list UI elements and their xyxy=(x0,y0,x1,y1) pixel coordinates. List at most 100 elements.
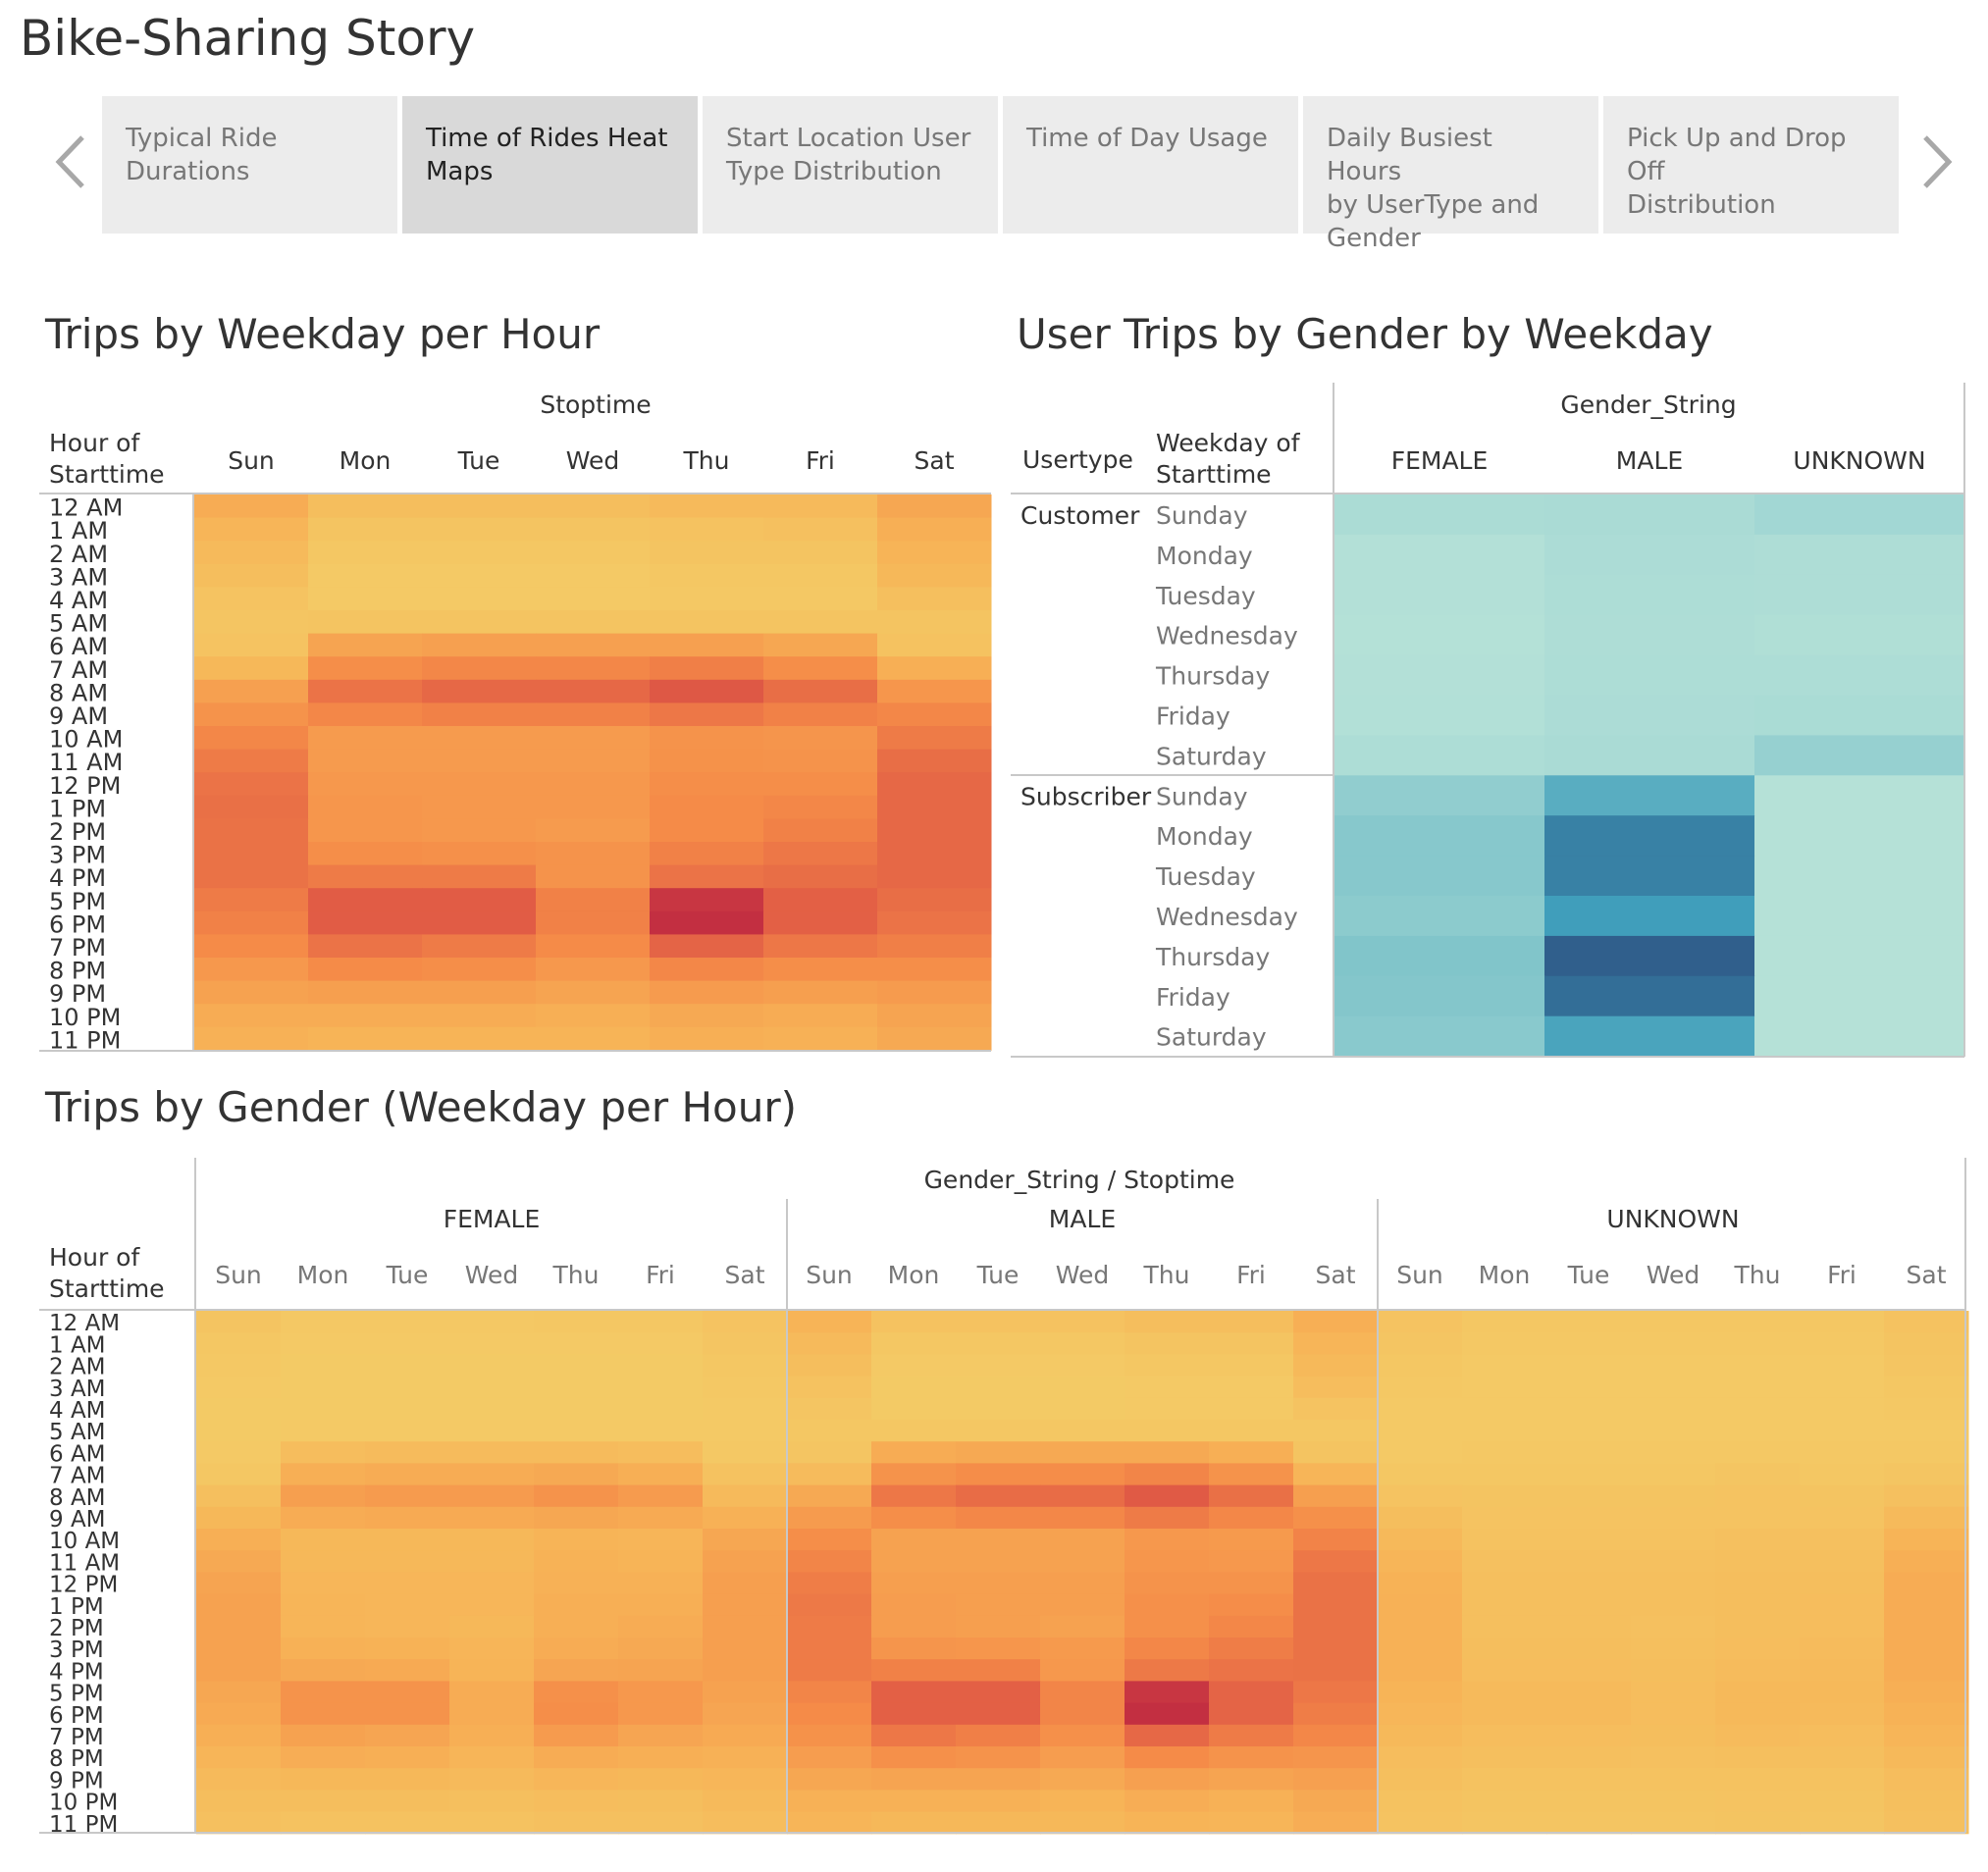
heatmap-cell xyxy=(618,1615,704,1638)
heatmap-cell xyxy=(1378,1638,1463,1660)
heatmap-cell xyxy=(1754,775,1965,816)
heatmap-cell xyxy=(956,1572,1041,1595)
heatmap-cell xyxy=(1040,1420,1125,1442)
heatmap-cell xyxy=(534,1376,619,1399)
heatmap-cell xyxy=(449,1311,535,1333)
heatmap-cell xyxy=(1293,1311,1379,1333)
heatmap-cell xyxy=(1884,1811,1969,1835)
heatmap-cell xyxy=(1884,1790,1969,1813)
heatmap-cell xyxy=(650,563,764,588)
y-tick-label: 2 AM xyxy=(49,1355,106,1380)
heatmap-cell xyxy=(536,726,651,751)
heatmap-cell xyxy=(194,587,309,611)
heatmap-cell xyxy=(618,1724,704,1747)
heatmap-cell xyxy=(1378,1354,1463,1378)
heatmap-cell xyxy=(763,587,878,611)
next-story-point-button[interactable] xyxy=(1911,128,1961,196)
heatmap-cell xyxy=(281,1615,366,1638)
story-tab-5[interactable]: Daily Busiest Hours by UserType and Gender xyxy=(1303,96,1598,253)
heatmap-cell xyxy=(650,749,764,773)
heatmap-cell xyxy=(1209,1550,1294,1573)
chevron-left-icon xyxy=(55,135,84,188)
heatmap-cell xyxy=(1884,1550,1969,1573)
y-tick-label: 7 PM xyxy=(49,1725,104,1750)
heatmap-cell xyxy=(703,1506,788,1530)
heatmap-cell xyxy=(763,910,878,935)
heatmap-cell xyxy=(1800,1354,1885,1378)
heatmap-cell xyxy=(618,1529,704,1551)
heatmap-cell xyxy=(877,772,992,797)
heatmap-cell xyxy=(1800,1659,1885,1682)
heatmap-cell xyxy=(1334,574,1545,616)
heatmap-cell xyxy=(1715,1746,1801,1769)
heatmap-cell xyxy=(1462,1441,1547,1464)
heatmap-cell xyxy=(1754,975,1965,1017)
story-tab-1[interactable]: Typical Ride Durations xyxy=(102,96,397,234)
heatmap-cell xyxy=(1209,1615,1294,1638)
heatmap-cell xyxy=(1378,1593,1463,1617)
heatmap-cell xyxy=(956,1768,1041,1791)
heatmap-cell xyxy=(308,1026,423,1051)
heatmap-cell xyxy=(618,1768,704,1791)
story-tab-2[interactable]: Time of Rides Heat Maps xyxy=(402,96,698,234)
x-tick-label: UNKNOWN xyxy=(1793,446,1925,475)
heatmap-cell xyxy=(871,1790,957,1813)
y-tick-label: 12 PM xyxy=(49,772,121,800)
row-header-label: Starttime xyxy=(49,460,165,489)
heatmap-cell xyxy=(1040,1463,1125,1486)
usertype-label: Customer xyxy=(1020,501,1140,530)
heatmap-cell xyxy=(365,1593,450,1617)
heatmap-cell xyxy=(877,587,992,611)
heatmap-cell xyxy=(1209,1659,1294,1682)
heatmap-cell xyxy=(1631,1420,1716,1442)
y-tick-label: 8 AM xyxy=(49,679,108,706)
story-tab-6[interactable]: Pick Up and Drop Off Distribution xyxy=(1603,96,1899,234)
heatmap-cell xyxy=(196,1441,282,1464)
heatmap-cell xyxy=(1462,1702,1547,1726)
heatmap-cell xyxy=(650,726,764,751)
heatmap-cell xyxy=(877,656,992,681)
heatmap-cell xyxy=(365,1746,450,1769)
usertype-label: Subscriber xyxy=(1020,782,1152,810)
heatmap-cell xyxy=(1884,1420,1969,1442)
heatmap-cell xyxy=(308,587,423,611)
heatmap-cell xyxy=(196,1354,282,1378)
heatmap-cell xyxy=(449,1572,535,1595)
heatmap-cell xyxy=(365,1332,450,1355)
heatmap-cell xyxy=(194,633,309,657)
heatmap-cell xyxy=(763,864,878,889)
heatmap-cell xyxy=(703,1638,788,1660)
heatmap-cell xyxy=(534,1354,619,1378)
heatmap-cell xyxy=(1209,1311,1294,1333)
heatmap-cell xyxy=(1125,1702,1210,1726)
heatmap-cell xyxy=(281,1768,366,1791)
heatmap-cell xyxy=(1125,1659,1210,1682)
heatmap-cell xyxy=(1334,494,1545,536)
heatmap-cell xyxy=(618,1659,704,1682)
heatmap-cell xyxy=(1546,1681,1632,1704)
story-tab-label-line: Type Distribution xyxy=(726,157,942,186)
prev-story-point-button[interactable] xyxy=(47,128,96,196)
story-tab-4[interactable]: Time of Day Usage xyxy=(1003,96,1298,234)
weekday-label: Friday xyxy=(1156,702,1230,731)
heatmap-cell xyxy=(1754,856,1965,897)
y-tick-label: 2 PM xyxy=(49,1616,104,1641)
heatmap-cell xyxy=(1040,1790,1125,1813)
heatmap-cell xyxy=(763,1026,878,1051)
y-tick-label: 7 AM xyxy=(49,656,108,684)
story-tab-3[interactable]: Start Location User Type Distribution xyxy=(703,96,998,234)
heatmap-cell xyxy=(871,1550,957,1573)
story-navigator: Typical Ride Durations Time of Rides Heat M… xyxy=(102,96,1900,253)
heatmap-cell xyxy=(703,1420,788,1442)
heatmap-cell xyxy=(196,1376,282,1399)
weekday-label: Sunday xyxy=(1156,501,1248,530)
heatmap-cell xyxy=(763,772,878,797)
heatmap-cell xyxy=(534,1506,619,1530)
heatmap-cell xyxy=(1125,1724,1210,1747)
heatmap-cell xyxy=(308,1004,423,1028)
heatmap-cell xyxy=(1209,1397,1294,1421)
heatmap-cell xyxy=(1378,1311,1463,1333)
heatmap-cell xyxy=(1462,1768,1547,1791)
heatmap-cell xyxy=(1631,1811,1716,1835)
weekday-label: Thursday xyxy=(1155,943,1270,971)
